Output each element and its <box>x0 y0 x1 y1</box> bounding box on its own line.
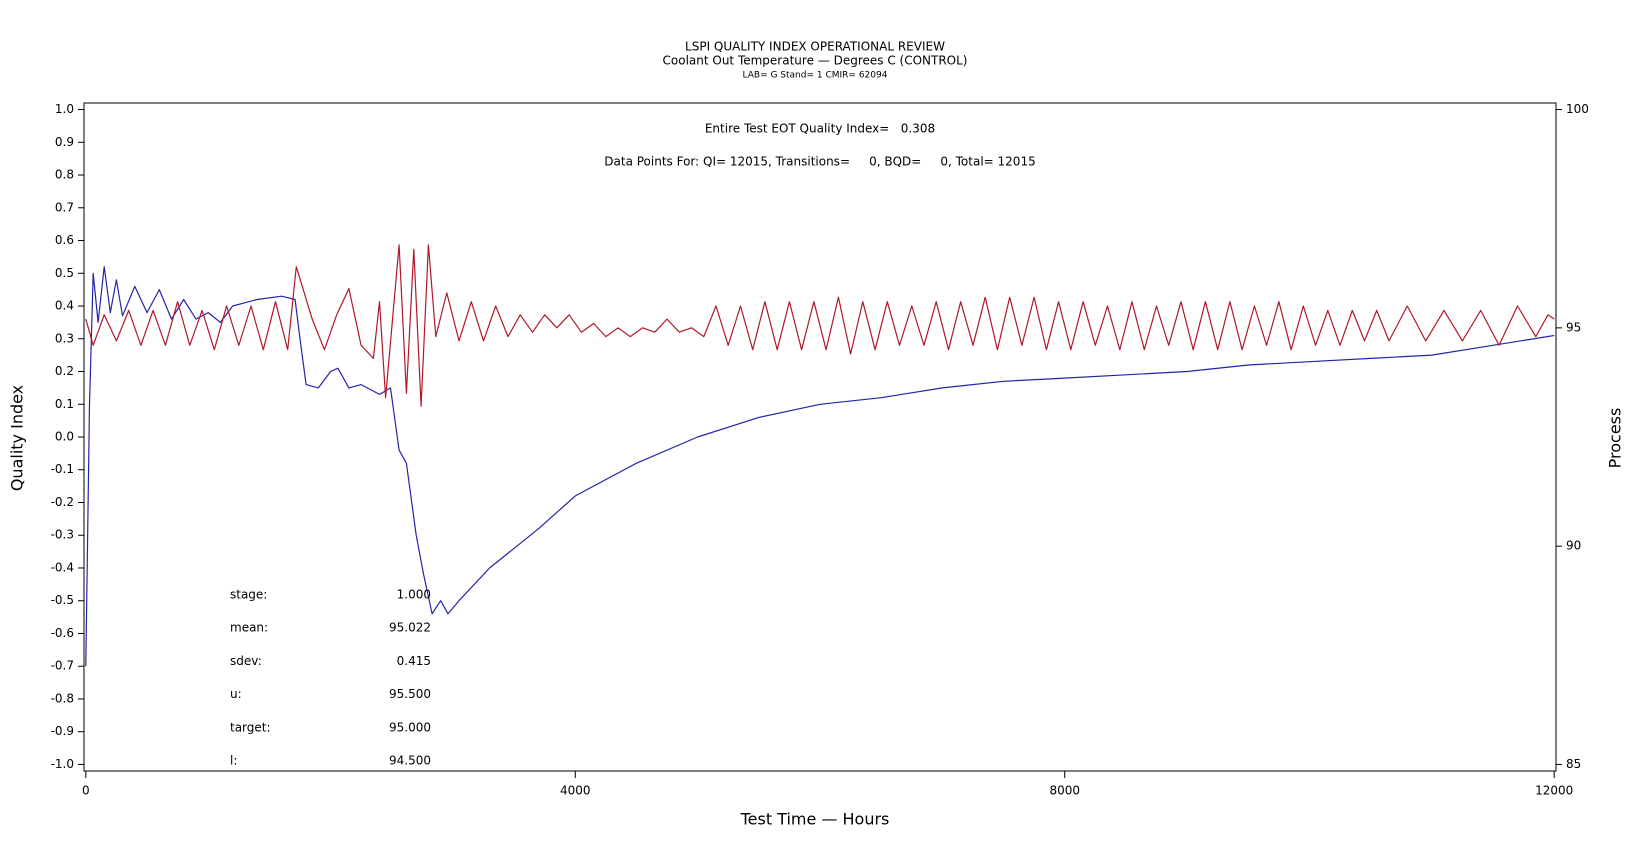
y-tick-label: -0.3 <box>51 528 74 542</box>
stat-label: sdev: <box>230 654 262 668</box>
y-tick-label: 0.3 <box>55 331 74 345</box>
x-tick-label: 8000 <box>1049 784 1080 798</box>
stat-value: 95.000 <box>389 720 431 734</box>
chart-title: LSPI QUALITY INDEX OPERATIONAL REVIEW <box>685 40 945 54</box>
y-tick-label: 0.2 <box>55 364 74 378</box>
y-tick-label: 0.8 <box>55 168 74 182</box>
y-tick-label: -0.8 <box>51 691 74 705</box>
y2-tick-label: 90 <box>1566 539 1581 553</box>
series-line <box>85 244 1555 407</box>
y-tick-label: 0.0 <box>55 430 74 444</box>
stat-label: stage: <box>230 588 267 602</box>
stat-value: 95.500 <box>389 687 431 701</box>
y2-axis-title: Process <box>1606 408 1625 469</box>
y-tick-label: 1.0 <box>55 102 74 116</box>
stat-label: mean: <box>230 621 268 635</box>
x-tick-label: 12000 <box>1535 784 1573 798</box>
annotation: Entire Test EOT Quality Index= 0.308 <box>705 122 935 136</box>
y-tick-label: 0.5 <box>55 266 74 280</box>
y-tick-label: -0.1 <box>51 462 74 476</box>
x-tick-label: 0 <box>82 784 90 798</box>
y-tick-label: -0.7 <box>51 659 74 673</box>
annotation: Data Points For: QI= 12015, Transitions=… <box>604 155 1035 169</box>
stat-value: 1.000 <box>397 588 431 602</box>
y-tick-label: 0.9 <box>55 135 74 149</box>
stat-value: 0.415 <box>397 654 431 668</box>
y2-tick-label: 100 <box>1566 102 1589 116</box>
y-tick-label: -0.5 <box>51 593 74 607</box>
stat-label: target: <box>230 720 271 734</box>
y-tick-label: 0.7 <box>55 200 74 214</box>
stat-value: 95.022 <box>389 621 431 635</box>
y-tick-label: -0.2 <box>51 495 74 509</box>
y-tick-label: -0.4 <box>51 560 74 574</box>
y-tick-label: -0.6 <box>51 626 74 640</box>
y-tick-label: -1.0 <box>51 757 74 771</box>
y-tick-label: 0.6 <box>55 233 74 247</box>
x-axis-title: Test Time — Hours <box>740 810 890 829</box>
chart-subtitle: LAB= G Stand= 1 CMIR= 62094 <box>743 71 888 81</box>
stat-value: 94.500 <box>389 754 431 768</box>
x-tick-label: 4000 <box>560 784 591 798</box>
stat-label: l: <box>230 754 237 768</box>
y2-tick-label: 85 <box>1566 757 1581 771</box>
y2-tick-label: 95 <box>1566 320 1581 334</box>
y-tick-label: 0.1 <box>55 397 74 411</box>
chart-subtitle: Coolant Out Temperature — Degrees C (CON… <box>663 54 968 68</box>
plot-frame <box>83 102 1557 772</box>
y-axis-title: Quality Index <box>8 385 27 491</box>
y-tick-label: -0.9 <box>51 724 74 738</box>
y-tick-label: 0.4 <box>55 299 74 313</box>
stat-label: u: <box>230 687 242 701</box>
